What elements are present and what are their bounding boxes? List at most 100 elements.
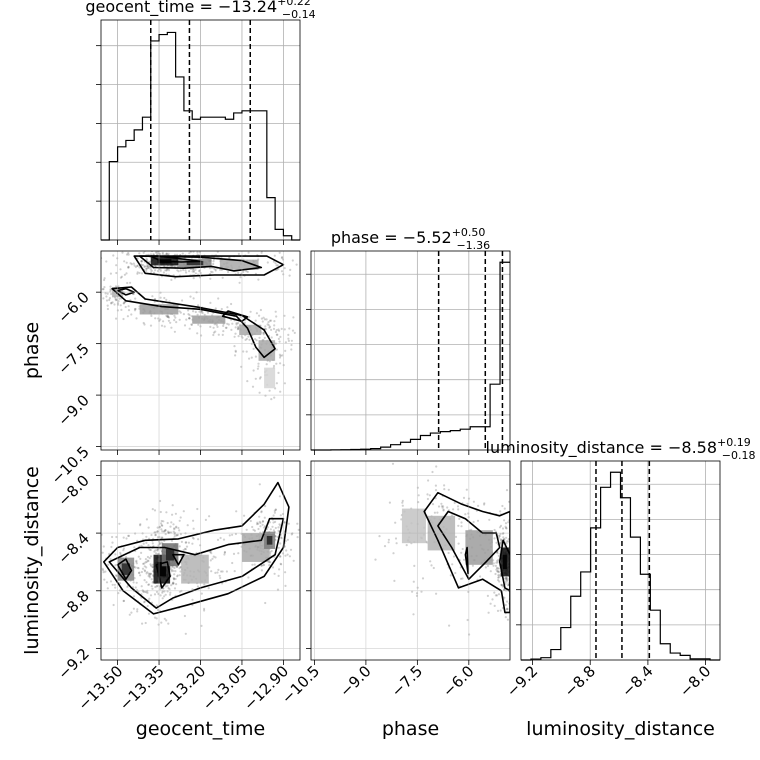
scatter-point	[258, 314, 261, 317]
scatter-point	[179, 570, 182, 573]
scatter-point	[179, 247, 181, 249]
scatter-point	[260, 251, 263, 254]
panel-title-phase: phase = −5.52+0.50 −1.36	[331, 226, 490, 252]
scatter-point	[265, 318, 268, 321]
scatter-point	[159, 269, 162, 272]
scatter-point	[506, 600, 509, 603]
scatter-point	[486, 594, 489, 598]
scatter-point	[196, 313, 199, 316]
scatter-point	[278, 568, 281, 571]
scatter-point	[149, 241, 151, 243]
scatter-point	[263, 336, 266, 339]
density-cell-core	[165, 548, 175, 561]
scatter-point	[161, 591, 164, 594]
scatter-point	[162, 520, 165, 523]
scatter-point	[147, 583, 150, 586]
scatter-point	[194, 310, 197, 314]
scatter-point	[254, 338, 257, 341]
scatter-point	[234, 354, 237, 357]
scatter-point	[178, 545, 181, 548]
scatter-point	[504, 616, 507, 619]
scatter-point	[512, 557, 514, 559]
scatter-point	[270, 328, 273, 331]
scatter-point	[412, 580, 415, 583]
scatter-point	[280, 327, 283, 330]
scatter-point	[142, 321, 145, 325]
scatter-point	[162, 320, 165, 323]
scatter-point	[188, 317, 191, 320]
scatter-point	[133, 307, 137, 311]
scatter-point	[456, 505, 460, 508]
scatter-point	[160, 324, 164, 327]
scatter-point	[150, 578, 153, 581]
scatter-point	[162, 271, 165, 274]
scatter-point	[496, 567, 499, 570]
scatter-point	[283, 314, 286, 317]
xtick-label-phase: −9.0	[336, 662, 374, 700]
scatter-point	[271, 566, 275, 569]
scatter-point	[512, 511, 514, 513]
scatter-point	[290, 348, 293, 351]
scatter-point	[160, 528, 163, 531]
scatter-point	[165, 619, 168, 622]
scatter-point	[278, 340, 281, 343]
scatter-point	[500, 541, 503, 544]
scatter-point	[477, 504, 480, 507]
scatter-point	[292, 559, 295, 562]
scatter-point	[196, 507, 199, 511]
scatter-point	[114, 564, 117, 567]
density-cell	[401, 508, 426, 544]
scatter-point	[102, 571, 105, 574]
scatter-point	[295, 263, 298, 266]
contour-luminosity_distance_vs_phase	[423, 491, 510, 614]
scatter-point	[493, 537, 496, 540]
scatter-point	[268, 326, 271, 329]
scatter-point	[511, 545, 513, 547]
scatter-point	[484, 566, 487, 569]
scatter-point	[185, 318, 188, 321]
scatter-point	[150, 314, 153, 317]
scatter-point	[148, 573, 151, 576]
scatter-point	[112, 603, 115, 607]
scatter-point	[213, 267, 216, 270]
scatter-point	[185, 271, 188, 274]
scatter-point	[130, 263, 133, 266]
scatter-point	[256, 521, 259, 524]
scatter-point	[96, 284, 98, 286]
scatter-point	[413, 564, 416, 568]
scatter-point	[513, 551, 515, 553]
xaxis-label-geocent_time: geocent_time	[136, 718, 265, 740]
density-cell-core	[502, 554, 507, 570]
scatter-point	[255, 339, 258, 342]
scatter-point	[496, 609, 500, 613]
scatter-point	[113, 303, 116, 306]
scatter-point	[244, 338, 247, 341]
scatter-point	[185, 545, 189, 548]
scatter-point	[192, 527, 195, 530]
title-plus-luminosity_distance: +0.19	[717, 436, 751, 449]
scatter-point	[119, 553, 122, 556]
scatter-point	[499, 510, 502, 513]
scatter-point	[234, 332, 237, 335]
scatter-point	[154, 549, 157, 552]
scatter-point	[179, 533, 182, 536]
scatter-point	[209, 550, 212, 553]
scatter-point	[212, 333, 215, 337]
scatter-point	[169, 321, 172, 324]
scatter-point	[483, 503, 486, 506]
scatter-point	[291, 259, 294, 262]
scatter-point	[115, 574, 118, 578]
scatter-point	[503, 519, 506, 522]
scatter-point	[497, 570, 500, 573]
scatter-point	[518, 559, 520, 561]
scatter-point	[184, 548, 187, 551]
scatter-point	[165, 252, 168, 255]
scatter-point	[285, 549, 288, 552]
scatter-point	[160, 541, 163, 544]
ytick-label-luminosity_distance: −8.4	[54, 529, 92, 567]
scatter-point	[194, 268, 197, 271]
scatter-point	[203, 583, 206, 586]
scatter-point	[170, 521, 173, 524]
scatter-point	[417, 494, 420, 497]
scatter-point	[222, 538, 226, 541]
